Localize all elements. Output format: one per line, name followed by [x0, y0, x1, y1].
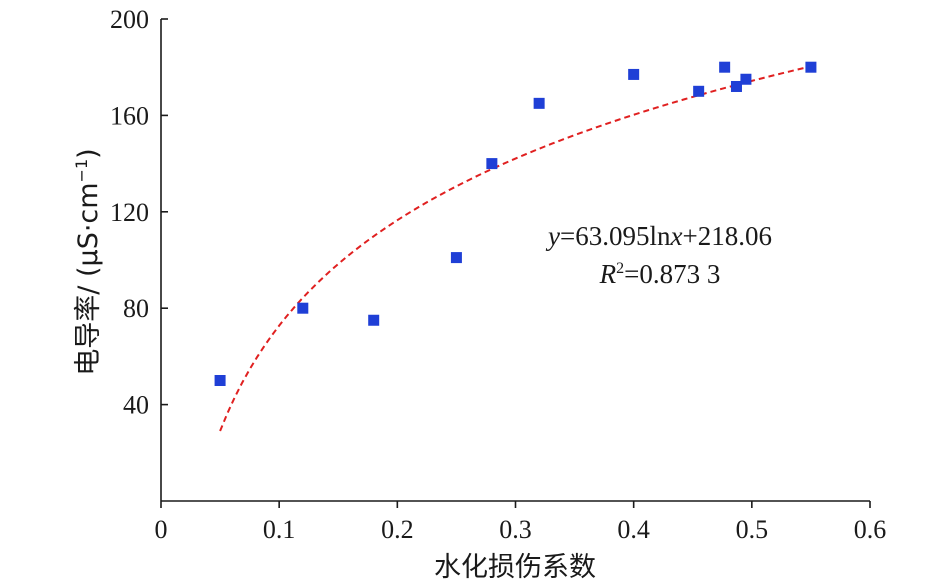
- y-tick-label: 120: [110, 198, 149, 227]
- r2-tail: =0.873 3: [624, 259, 720, 289]
- x-tick-label: 0.1: [263, 515, 296, 544]
- r-squared: R2=0.873 3: [599, 259, 721, 289]
- y-tick-label: 40: [123, 391, 149, 420]
- eq-tail: +218.06: [682, 221, 771, 251]
- y-axis-title: 电导率/ (μS·cm−1): [72, 148, 104, 375]
- y-axis-title-main: 电导率/ (μS·cm: [73, 182, 104, 375]
- data-point: [450, 252, 462, 264]
- eq-x: x: [670, 221, 683, 251]
- x-tick-label: 0.5: [736, 515, 769, 544]
- ticks: 0 0.1 0.2 0.3 0.4 0.5 0.6 40 80 120 160 200: [110, 5, 886, 544]
- x-tick-label: 0.2: [381, 515, 414, 544]
- data-point: [214, 375, 226, 386]
- x-tick-label: 0: [155, 515, 168, 544]
- y-tick-label: 200: [110, 5, 149, 34]
- eq-mid: =63.095ln: [560, 221, 671, 251]
- y-tick-label: 80: [123, 294, 149, 323]
- x-axis-title: 水化损伤系数: [434, 552, 596, 583]
- x-tick-label: 0.6: [854, 515, 887, 544]
- data-point: [730, 80, 742, 92]
- data-point: [368, 314, 380, 326]
- x-tick-label: 0.4: [617, 515, 650, 544]
- r2-sup: 2: [616, 260, 624, 277]
- data-point: [533, 97, 545, 109]
- y-axis-title-close: ): [73, 148, 104, 159]
- data-point: [486, 158, 498, 170]
- data-point: [740, 73, 752, 85]
- axes: [160, 19, 870, 502]
- data-point: [297, 302, 309, 314]
- data-point: [628, 68, 640, 80]
- x-tick-label: 0.3: [499, 515, 532, 544]
- data-point: [693, 85, 705, 97]
- fit-curve: [219, 65, 812, 432]
- r2-R: R: [599, 259, 617, 289]
- fit-equation: y=63.095lnx+218.06: [545, 221, 772, 251]
- y-axis-title-sup: −1: [72, 159, 91, 183]
- data-points: [214, 61, 817, 386]
- data-point: [719, 61, 731, 73]
- eq-y: y: [545, 221, 560, 251]
- y-tick-label: 160: [110, 101, 149, 130]
- data-point: [805, 61, 817, 73]
